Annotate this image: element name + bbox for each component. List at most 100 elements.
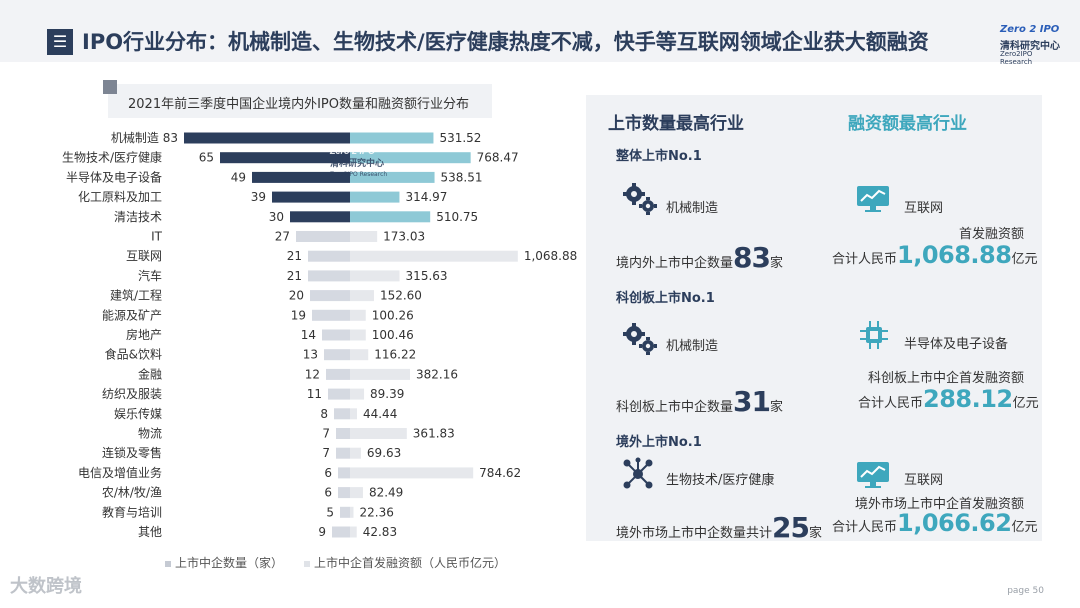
amount-bar [350,309,366,321]
section-star-market-title: 科创板上市No.1 [616,291,715,306]
count-bar [252,171,350,183]
overall-count-line: 境内外上市中企数量83家 [616,241,783,274]
star-count-prefix: 科创板上市中企数量 [616,400,734,415]
count-bar [336,447,350,459]
amount-bar [350,132,434,144]
zero2ipo-logo: Zero 2 IPO 清科研究中心 Zero2IPO Research [1000,24,1062,66]
amount-bar [350,408,357,420]
amount-bar [350,270,400,282]
top-industry-panel: 上市数量最高行业 融资额最高行业 整体上市No.1 机械制造 境内外上市中企数量… [586,95,1042,544]
legend-count: 上市中企数量（家） [165,554,283,571]
watermark-name: 清科研究中心 [330,157,384,169]
overseas-amount-value: 1,066.62 [897,509,1012,537]
page-title: IPO行业分布：机械制造、生物技术/医疗健康热度不减，快手等互联网领域企业获大额… [82,30,929,54]
amount-value-label: 382.16 [416,367,458,381]
amount-bar [350,329,366,341]
amount-value-label: 531.52 [439,131,481,145]
logo-wordmark: Zero 2 IPO [1000,24,1060,35]
amount-value-label: 44.44 [363,407,397,421]
overseas-amount-line: 合计人民币1,066.62亿元 [832,509,1037,537]
amount-value-label: 1,068.88 [524,249,577,263]
amount-value-label: 768.47 [477,151,519,165]
watermark-logo: Zero 2 IPO [329,146,375,156]
overseas-count-industry: 生物技术/医疗健康 [666,473,775,488]
count-bar [290,211,350,223]
category-label: 机械制造 83 [111,130,178,145]
menu-icon: ☰ [47,29,73,55]
logo-subtitle: Zero2IPO Research [1000,50,1033,66]
chart-watermark: Zero 2 IPO 清科研究中心 Zero2IPO Research [329,146,387,178]
count-bar [312,309,350,321]
amount-value-label: 152.60 [380,289,422,303]
overall-amount-industry: 互联网 [904,201,944,216]
category-label: 娱乐传媒 [114,406,162,421]
count-value-label: 7 [322,446,330,460]
chart-title-marker [103,80,117,94]
count-value-label: 19 [291,308,306,322]
category-label: 连锁及零售 [102,445,162,460]
count-value-label: 20 [289,289,304,303]
category-label: IT [151,230,163,244]
overall-count-prefix: 境内外上市中企数量 [616,256,734,271]
category-label: 建筑/工程 [110,288,162,303]
count-bar [324,349,350,361]
category-label: 其他 [138,525,162,539]
overall-amount-prefix: 合计人民币 [832,252,898,267]
star-count-suffix: 家 [769,400,783,415]
count-bar [310,290,350,302]
gears-icon [623,183,657,215]
monitor-chart-icon [857,462,889,488]
section-overall-title: 整体上市No.1 [616,149,702,164]
legend-amount-label: 上市中企首发融资额（人民币亿元） [314,556,507,570]
overseas-count-value: 25 [772,511,810,544]
category-label: 化工原料及加工 [78,190,162,204]
star-amount-desc: 科创板上市中企首发融资额 [867,371,1024,386]
title-bar [0,0,1080,62]
category-label: 能源及矿产 [102,308,162,322]
count-bar [340,506,350,518]
chart-title: 2021年前三季度中国企业境内外IPO数量和融资额行业分布 [128,97,469,112]
amount-bar [350,211,431,223]
amount-value-label: 173.03 [383,230,425,244]
amount-bar [350,447,361,459]
count-value-label: 27 [275,230,290,244]
count-value-label: 39 [251,190,266,204]
monitor-chart-icon [857,186,889,212]
amount-value-label: 82.49 [369,486,403,500]
amount-bar [350,506,354,518]
category-label: 生物技术/医疗健康 [62,150,162,165]
overseas-amount-prefix: 合计人民币 [832,520,898,535]
count-bar [296,231,350,242]
overall-amount-line: 合计人民币1,068.88亿元 [832,241,1037,269]
amount-bar [350,250,518,262]
overall-count-industry: 机械制造 [666,201,719,216]
count-value-label: 6 [324,486,332,500]
count-bar [272,191,350,203]
count-bar [326,368,350,380]
count-value-label: 8 [320,407,328,421]
count-bar [334,408,350,420]
amount-value-label: 100.26 [372,308,414,322]
count-value-label: 12 [305,367,320,381]
count-bar [338,467,350,479]
count-bar [308,270,350,282]
star-count-value: 31 [733,385,771,418]
category-label: 清洁技术 [114,210,162,224]
count-value-label: 21 [287,269,302,283]
count-value-label: 5 [326,505,334,519]
amount-value-label: 784.62 [479,466,521,480]
amount-value-label: 314.97 [405,190,447,204]
star-count-industry: 机械制造 [666,339,719,354]
section-overseas-title: 境外上市No.1 [616,435,702,450]
brand-watermark: 大数跨境 [10,576,82,597]
category-label: 半导体及电子设备 [66,170,162,184]
amount-bar [350,388,365,400]
count-bar [328,388,350,400]
amount-value-label: 315.63 [406,269,448,283]
amount-bar [350,349,369,361]
molecule-icon [623,457,653,489]
count-bar [220,152,350,164]
overall-count-suffix: 家 [769,256,783,271]
overseas-amount-desc: 境外市场上市中企首发融资额 [854,497,1024,512]
